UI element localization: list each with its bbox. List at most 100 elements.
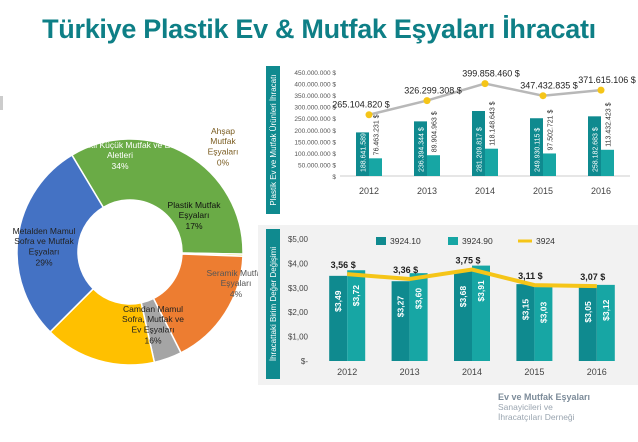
line-data-label: 326.299.308 $	[404, 86, 462, 96]
bar-data-label: 236.394.344 $	[419, 127, 426, 172]
bar	[329, 275, 348, 361]
bar-data-label: 281.209.817 $	[477, 127, 484, 172]
association-logo: Ev ve Mutfak Eşyaları Sanayicileri ve İh…	[498, 392, 638, 442]
line-data-label: 3,36 $	[393, 265, 418, 275]
y-tick-label: 150.000.000 $	[294, 139, 336, 146]
y-tick-label: $3,00	[288, 284, 309, 293]
line-point	[539, 92, 547, 100]
bar	[485, 148, 498, 176]
logo-line-3: İhracatçıları Derneği	[498, 412, 575, 422]
line-point	[597, 86, 605, 94]
bar-data-label: $3,68	[458, 286, 468, 308]
bar-data-label: $3,03	[538, 302, 548, 324]
donut-pct-label: 4%	[230, 289, 243, 299]
bar-data-label: 188.641.589	[361, 133, 368, 172]
bar-data-label: $3,72	[351, 285, 361, 307]
x-tick-label: 2012	[337, 367, 357, 377]
bar	[369, 158, 382, 176]
bar	[516, 284, 535, 361]
donut-chart: Elektrikli Küçük Mutfak ve Ev Aletleri34%…	[13, 128, 266, 366]
y-axis-title: Plastik Ev ve Mutfak Ürünleri İhracatı	[269, 74, 278, 205]
line-point	[365, 111, 373, 119]
bar	[472, 111, 485, 176]
x-tick-label: 2014	[462, 367, 482, 377]
y-tick-label: 350.000.000 $	[294, 93, 336, 100]
donut-label: Plastik Mutfak Eşyaları	[168, 200, 222, 220]
legend-swatch	[376, 237, 386, 245]
bar-data-label: 249.930.115 $	[535, 128, 542, 172]
legend-label: 3924.90	[462, 236, 493, 246]
y-tick-label: $5,00	[288, 235, 309, 244]
x-tick-label: 2015	[524, 367, 544, 377]
y-tick-label: 200.000.000 $	[294, 128, 336, 135]
logo-line-2: Sanayicileri ve	[498, 402, 553, 412]
line-data-label: 3,07 $	[580, 272, 605, 282]
line-data-label: 3,75 $	[455, 256, 480, 266]
y-tick-label: 100.000.000 $	[294, 151, 336, 158]
donut-label: Metalden Mamul Sofra ve Mutfak Eşyaları	[13, 226, 76, 256]
line-point	[481, 80, 489, 88]
x-tick-label: 2013	[400, 367, 420, 377]
line-point	[423, 97, 431, 105]
y-tick-label: 400.000.000 $	[294, 82, 336, 89]
donut-label: Camdan Mamul Sofra, Mutfak ve Ev Eşyaları	[122, 304, 184, 334]
y-tick-label: 50.000.000 $	[298, 162, 336, 169]
x-tick-label: 2012	[359, 186, 379, 196]
bar-data-label: 97.502.721 $	[548, 109, 555, 150]
x-tick-label: 2016	[591, 186, 611, 196]
bar	[472, 265, 490, 361]
bar	[596, 284, 615, 361]
donut-pct-label: 16%	[144, 336, 161, 346]
bar-data-label: $3,91	[476, 280, 486, 302]
bar-data-label: $3,49	[333, 290, 343, 312]
y-tick-label: $4,00	[288, 259, 309, 268]
bar	[543, 153, 556, 176]
bar	[356, 132, 369, 176]
bar-data-label: $3,27	[396, 296, 406, 318]
bar	[454, 271, 472, 361]
bar	[427, 155, 440, 176]
bar-data-label: 113.432.423 $	[606, 102, 613, 146]
average-line	[347, 267, 597, 289]
ylabel-band	[266, 229, 280, 379]
bar-data-label: $3,15	[520, 299, 530, 321]
donut-slice	[16, 154, 105, 334]
bar-data-label: $3,12	[601, 299, 611, 321]
bar-data-label: 258.182.683 $	[593, 127, 600, 172]
y-tick-label: 250.000.000 $	[294, 116, 336, 123]
page-title: Türkiye Plastik Ev & Mutfak Eşyaları İhr…	[42, 14, 596, 44]
chart-background	[258, 64, 638, 219]
x-tick-label: 2013	[417, 186, 437, 196]
line-data-label: 265.104.820 $	[332, 100, 390, 110]
y-tick-label: $	[332, 174, 336, 181]
y-tick-label: 300.000.000 $	[294, 105, 336, 112]
bar	[409, 273, 428, 361]
bar-data-label: $3,05	[583, 301, 593, 323]
donut-pct-label: 34%	[111, 161, 128, 171]
x-tick-label: 2015	[533, 186, 553, 196]
bar	[601, 149, 614, 176]
donut-pct-label: 29%	[35, 258, 52, 268]
y-tick-label: $1,00	[288, 333, 309, 342]
export-value-chart: Plastik Ev ve Mutfak Ürünleri İhracatı $5…	[258, 64, 638, 219]
bar	[588, 116, 601, 176]
side-tab-marker	[0, 96, 3, 110]
donut-label: Ahşap Mutfak Eşyaları	[208, 128, 239, 156]
legend-label: 3924.10	[390, 236, 421, 246]
line-data-label: 399.858.460 $	[462, 69, 520, 79]
line-data-label: 3,56 $	[331, 260, 356, 270]
chart-background	[258, 225, 638, 385]
donut-slice	[70, 138, 244, 255]
y-axis-title: İhracattaki Birim Değer Değişimi	[269, 247, 278, 361]
x-tick-label: 2016	[587, 367, 607, 377]
line-data-label: 371.615.106 $	[578, 75, 636, 85]
bar-data-label: 89.904.963 $	[432, 111, 439, 152]
donut-label: Elektrikli Küçük Mutfak ve Ev Aletleri	[65, 140, 175, 160]
y-tick-label: $-	[301, 357, 308, 366]
bar	[391, 281, 410, 361]
y-tick-label: $2,00	[288, 308, 309, 317]
logo-line-1: Ev ve Mutfak Eşyaları	[498, 392, 591, 402]
ylabel-band	[266, 66, 280, 214]
legend-label: 3924	[536, 236, 555, 246]
x-tick-label: 2014	[475, 186, 495, 196]
